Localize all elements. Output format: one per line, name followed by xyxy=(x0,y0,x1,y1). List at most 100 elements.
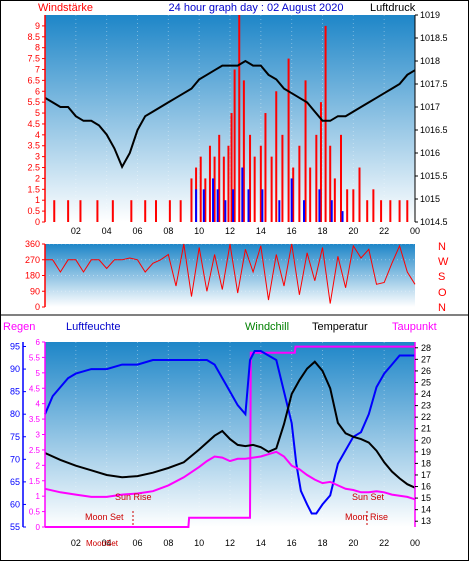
wind-bar xyxy=(298,145,301,222)
wind-bar xyxy=(204,178,207,222)
sun-set-annotation: Sun Set xyxy=(352,492,385,502)
rain-tick-label: 2 xyxy=(36,461,41,470)
wind-bar xyxy=(168,200,171,222)
wind-bar xyxy=(155,200,157,222)
wind-tick-label: 1.5 xyxy=(27,184,40,194)
humidity-tick-label: 90 xyxy=(10,364,20,374)
wind-bar xyxy=(238,15,241,222)
gust-bar xyxy=(212,178,215,222)
time-axis-ticks-bottom: 02 04 06 08 10 12 14 16 18 20 22 00 xyxy=(71,538,420,548)
pressure-tick-label: 1018 xyxy=(420,56,440,66)
x-tick-label: 08 xyxy=(163,226,173,236)
temperature-tick-label: 28 xyxy=(421,343,431,353)
direction-letter-s: S xyxy=(438,271,445,283)
wind-bar xyxy=(222,156,225,222)
gust-bar xyxy=(318,189,321,222)
windchill-label: Windchill xyxy=(245,321,289,333)
wind-bar xyxy=(249,134,252,222)
gust-bar xyxy=(278,200,281,222)
pressure-tick-label: 1014.5 xyxy=(420,217,448,227)
rain-tick-label: 0 xyxy=(36,523,41,532)
wind-bar xyxy=(352,189,355,222)
direction-axis-ticks: 0 90 180 270 360 xyxy=(25,239,45,312)
direction-tick-label: 0 xyxy=(35,302,40,312)
gust-bar xyxy=(261,189,264,222)
direction-letter-w: W xyxy=(438,256,449,268)
moon-set-annotation: Moon Set xyxy=(85,512,124,522)
rain-tick-label: 2.5 xyxy=(29,446,41,455)
gust-bar xyxy=(241,167,244,222)
wind-tick-label: 0 xyxy=(35,217,40,227)
direction-tick-label: 270 xyxy=(25,255,40,265)
x-tick-label: 02 xyxy=(71,538,81,548)
wind-bar xyxy=(270,156,273,222)
wind-bar xyxy=(319,102,322,222)
humidity-tick-label: 55 xyxy=(10,522,20,532)
gust-bar xyxy=(202,189,205,222)
x-tick-label: 06 xyxy=(132,226,142,236)
pressure-tick-label: 1017.5 xyxy=(420,79,448,89)
wind-direction-grid xyxy=(45,243,415,308)
humidity-label: Luftfeuchte xyxy=(66,321,120,333)
gust-bar xyxy=(341,211,344,222)
gust-bar xyxy=(195,189,198,222)
dewpoint-line xyxy=(44,450,416,501)
rain-tick-label: 3.5 xyxy=(29,415,41,424)
temperature-tick-label: 20 xyxy=(421,435,431,445)
wind-bar xyxy=(218,134,221,222)
temperature-tick-label: 25 xyxy=(421,377,431,387)
rain-tick-label: 6 xyxy=(36,338,41,347)
pressure-line xyxy=(44,59,416,170)
wind-bar xyxy=(380,200,383,222)
rain-tick-label: 1.5 xyxy=(29,477,41,486)
header-center-title: 24 hour graph day : 02 August 2020 xyxy=(169,2,344,14)
temperature-tick-label: 27 xyxy=(421,354,431,364)
wind-direction-line xyxy=(45,243,416,304)
direction-tick-label: 360 xyxy=(25,239,40,249)
rain-tick-label: 5 xyxy=(36,369,41,378)
wind-bar xyxy=(287,58,290,222)
x-tick-label: 06 xyxy=(132,538,142,548)
wind-bar xyxy=(259,145,262,222)
x-tick-label: 16 xyxy=(287,226,297,236)
wind-tick-label: 7.5 xyxy=(27,54,40,64)
wind-bar xyxy=(199,156,202,222)
pressure-tick-label: 1016.5 xyxy=(420,125,448,135)
wind-tick-label: 0.5 xyxy=(27,206,40,216)
wind-tick-label: 9 xyxy=(35,21,40,31)
wind-tick-label: 8.5 xyxy=(27,32,40,42)
temperature-tick-label: 18 xyxy=(421,458,431,468)
wind-bar xyxy=(144,200,147,222)
wind-bar xyxy=(242,80,245,222)
x-tick-label: 22 xyxy=(379,226,389,236)
wind-bar xyxy=(389,200,392,222)
temperature-line xyxy=(44,360,416,489)
wind-bar xyxy=(309,167,312,222)
header-right-label: Luftdruck xyxy=(370,2,416,14)
temperature-tick-label: 24 xyxy=(421,389,431,399)
pressure-tick-label: 1017 xyxy=(420,102,440,112)
pressure-tick-label: 1018.5 xyxy=(420,33,448,43)
gust-bars xyxy=(195,167,344,222)
rain-tick-label: 3 xyxy=(36,431,41,440)
gust-bar xyxy=(290,178,293,222)
wind-bar xyxy=(179,200,182,222)
wind-bar xyxy=(281,134,284,222)
x-tick-label: 12 xyxy=(225,538,235,548)
wind-bar xyxy=(208,145,211,222)
rain-line xyxy=(45,345,415,528)
x-tick-label: 00 xyxy=(410,226,420,236)
rain-tick-label: 0.5 xyxy=(29,508,41,517)
wind-bar xyxy=(53,200,56,222)
direction-tick-label: 90 xyxy=(30,286,40,296)
direction-tick-label: 180 xyxy=(25,271,40,281)
moon-set-axis-annotation: MoonSet xyxy=(86,539,119,548)
wind-bar xyxy=(358,167,361,222)
direction-letter-o: O xyxy=(438,287,447,299)
wind-bar xyxy=(79,200,82,222)
gust-bar xyxy=(330,200,333,222)
rain-tick-label: 4 xyxy=(36,400,41,409)
wind-bars xyxy=(53,15,409,223)
